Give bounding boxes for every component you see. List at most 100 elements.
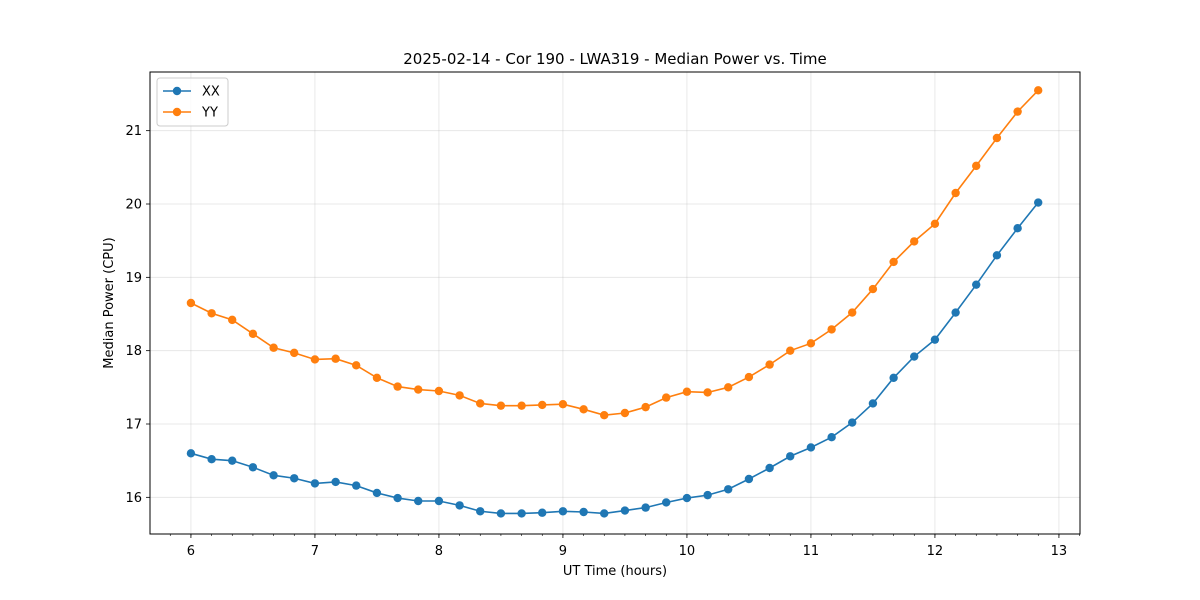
data-point-xx bbox=[600, 509, 609, 518]
data-point-yy bbox=[434, 386, 444, 396]
data-point-yy bbox=[910, 237, 919, 246]
data-point-yy bbox=[372, 373, 382, 382]
data-point-yy bbox=[951, 188, 960, 198]
data-point-xx bbox=[1013, 224, 1022, 233]
data-point-xx bbox=[269, 471, 278, 480]
data-point-yy bbox=[868, 284, 878, 294]
data-point-xx bbox=[207, 455, 216, 464]
data-point-xx bbox=[310, 479, 320, 488]
legend-label-xx: XX bbox=[202, 85, 220, 100]
data-point-xx bbox=[248, 463, 258, 472]
x-tick-label: 9 bbox=[559, 544, 567, 559]
data-point-yy bbox=[538, 400, 547, 410]
data-point-xx bbox=[930, 335, 940, 344]
data-point-xx bbox=[290, 474, 299, 483]
data-point-yy bbox=[641, 402, 650, 412]
x-axis-label: UT Time (hours) bbox=[563, 564, 667, 579]
x-tick-label: 11 bbox=[803, 544, 820, 559]
y-axis: 16 17 18 19 20 21 bbox=[125, 124, 150, 506]
data-point-yy bbox=[1034, 86, 1043, 95]
data-point-xx bbox=[889, 373, 898, 382]
data-point-yy bbox=[786, 346, 795, 355]
data-point-yy bbox=[310, 355, 320, 364]
data-point-xx bbox=[517, 509, 526, 518]
data-point-xx bbox=[682, 493, 692, 503]
data-point-xx bbox=[744, 474, 754, 484]
data-point-yy bbox=[248, 329, 258, 338]
data-point-yy bbox=[228, 315, 237, 325]
data-point-yy bbox=[476, 399, 485, 408]
data-point-xx bbox=[352, 481, 361, 490]
data-point-yy bbox=[724, 383, 733, 392]
data-point-yy bbox=[269, 343, 278, 352]
data-point-xx bbox=[1034, 198, 1043, 207]
data-point-yy bbox=[682, 387, 692, 396]
data-point-yy bbox=[496, 401, 506, 410]
data-point-xx bbox=[786, 452, 795, 461]
data-point-yy bbox=[744, 372, 754, 382]
data-point-yy bbox=[992, 133, 1002, 143]
data-point-yy bbox=[889, 257, 898, 267]
data-point-xx bbox=[972, 280, 981, 289]
data-point-yy bbox=[972, 161, 981, 171]
y-axis-label: Median Power (CPU) bbox=[102, 237, 117, 368]
legend-marker-xx bbox=[172, 86, 182, 96]
data-point-xx bbox=[331, 477, 340, 487]
data-point-yy bbox=[393, 382, 402, 391]
data-point-xx bbox=[372, 488, 382, 498]
grid bbox=[150, 72, 1080, 534]
data-point-yy bbox=[414, 385, 423, 394]
data-point-yy bbox=[620, 408, 630, 418]
data-point-yy bbox=[765, 360, 774, 369]
data-point-yy bbox=[806, 339, 816, 348]
x-axis: 6 7 8 9 10 11 12 13 bbox=[169, 534, 1080, 559]
data-point-xx bbox=[641, 503, 650, 512]
plot-area bbox=[150, 72, 1080, 534]
data-point-yy bbox=[290, 348, 299, 358]
data-point-xx bbox=[910, 352, 919, 361]
chart-title: 2025-02-14 - Cor 190 - LWA319 - Median P… bbox=[403, 50, 827, 68]
x-tick-label: 10 bbox=[679, 544, 696, 559]
data-point-yy bbox=[703, 388, 712, 397]
data-point-xx bbox=[992, 251, 1002, 260]
data-point-xx bbox=[579, 507, 588, 517]
data-point-yy bbox=[848, 308, 857, 317]
y-tick-label: 17 bbox=[125, 418, 142, 433]
data-point-xx bbox=[434, 496, 444, 506]
data-point-yy bbox=[662, 393, 671, 402]
data-point-xx bbox=[393, 493, 402, 503]
data-point-xx bbox=[827, 433, 836, 442]
y-tick-label: 19 bbox=[125, 271, 142, 286]
data-point-yy bbox=[186, 298, 196, 308]
x-tick-label: 7 bbox=[311, 544, 319, 559]
plot-frame bbox=[149, 71, 1081, 535]
data-point-xx bbox=[620, 506, 630, 515]
data-point-yy bbox=[558, 400, 568, 409]
data-point-xx bbox=[868, 399, 878, 408]
data-point-yy bbox=[352, 361, 361, 370]
x-tick-label: 13 bbox=[1051, 544, 1068, 559]
x-tick-label: 12 bbox=[927, 544, 944, 559]
data-point-yy bbox=[517, 401, 526, 410]
legend-label-yy: YY bbox=[201, 106, 218, 121]
data-point-xx bbox=[476, 507, 485, 516]
x-tick-label: 6 bbox=[187, 544, 195, 559]
x-tick-label: 8 bbox=[435, 544, 443, 559]
y-tick-label: 18 bbox=[125, 344, 142, 359]
data-point-xx bbox=[662, 498, 671, 507]
y-tick-label: 16 bbox=[125, 491, 142, 506]
data-point-xx bbox=[496, 509, 506, 518]
data-point-xx bbox=[455, 501, 464, 510]
data-point-xx bbox=[806, 443, 816, 452]
data-point-yy bbox=[579, 405, 588, 414]
y-tick-label: 20 bbox=[125, 198, 142, 213]
data-point-yy bbox=[455, 391, 464, 400]
data-point-xx bbox=[703, 490, 712, 500]
legend-marker-yy bbox=[172, 107, 182, 117]
data-point-xx bbox=[538, 508, 547, 517]
data-point-xx bbox=[414, 496, 423, 506]
data-point-yy bbox=[827, 325, 836, 334]
data-point-yy bbox=[930, 219, 940, 228]
data-point-xx bbox=[848, 418, 857, 427]
